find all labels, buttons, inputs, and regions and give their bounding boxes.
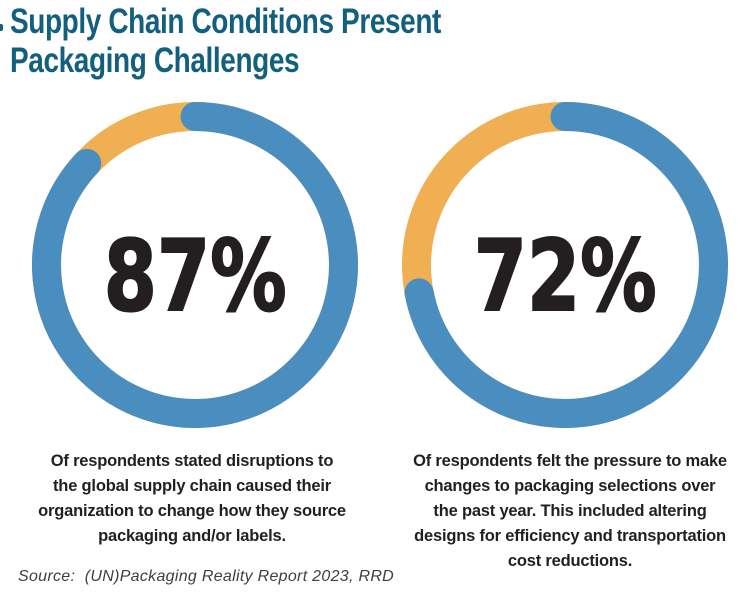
page-title: Supply Chain Conditions Present Packagin…	[10, 2, 441, 80]
donut-chart-right: 72%	[402, 102, 728, 428]
caption-left: Of respondents stated disruptions to the…	[38, 452, 346, 545]
donut-ring-right-svg	[402, 102, 728, 428]
crop-artifact	[0, 24, 3, 31]
source-attribution: Source: (UN)Packaging Reality Report 202…	[18, 568, 395, 585]
caption-right: Of respondents felt the pressure to make…	[413, 452, 727, 570]
donut-value-arc	[32, 102, 358, 428]
donut-value-arc	[404, 102, 728, 428]
donut-chart-left: 87%	[32, 102, 358, 428]
donut-ring-left-svg	[32, 102, 358, 428]
